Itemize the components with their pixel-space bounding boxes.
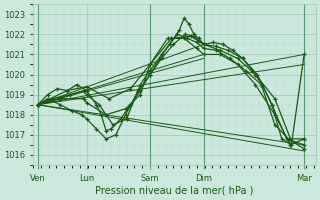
X-axis label: Pression niveau de la mer( hPa ): Pression niveau de la mer( hPa ) xyxy=(95,186,253,196)
